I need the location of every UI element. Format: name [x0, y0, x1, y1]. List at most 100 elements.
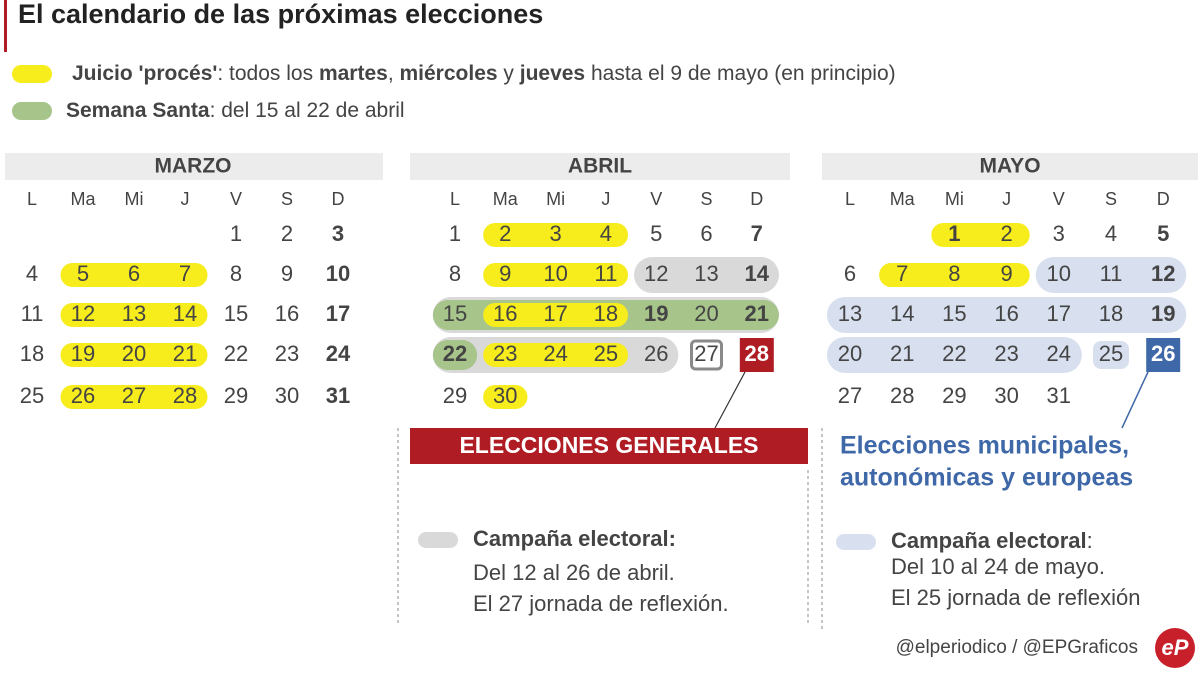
juicio-band [60, 303, 208, 327]
day-number: 1 [449, 221, 461, 246]
day-number: 3 [1053, 221, 1065, 246]
weekday: Mi [945, 189, 964, 209]
day-number: 24 [326, 341, 351, 366]
note-swatch [418, 532, 458, 548]
month-header-bg [5, 153, 383, 180]
day-number: 19 [644, 301, 668, 326]
day-number: 25 [1099, 341, 1123, 366]
title: El calendario de las próximas elecciones [18, 0, 543, 29]
juicio-band [60, 343, 208, 367]
text-part: : [1087, 528, 1093, 553]
juicio-band [879, 263, 1030, 287]
day-number: 29 [224, 383, 248, 408]
day-number: 30 [994, 383, 1018, 408]
text-part: , [388, 62, 400, 85]
day-number: 15 [942, 301, 966, 326]
day-number: 31 [326, 383, 350, 408]
month-name: MAYO [979, 155, 1040, 178]
day-number: 5 [77, 261, 89, 286]
day-number: 6 [700, 221, 712, 246]
day-number: 23 [994, 341, 1018, 366]
juicio-band [483, 343, 629, 367]
legend-swatch [12, 65, 52, 83]
weekday: J [1002, 189, 1011, 209]
day-number: 16 [493, 301, 517, 326]
day-number: 17 [1047, 301, 1071, 326]
juicio-band [931, 223, 1030, 247]
day-number: 30 [493, 383, 517, 408]
election-label: autonómicas y europeas [840, 464, 1133, 492]
day-number: 22 [224, 341, 248, 366]
day-number: 15 [224, 301, 248, 326]
note-title: Campaña electoral: [473, 526, 676, 551]
campaign-band [826, 297, 1187, 333]
day-number: 3 [549, 221, 561, 246]
day-number: 20 [122, 341, 146, 366]
logo: eP [1162, 635, 1189, 660]
day-number: 19 [1151, 301, 1175, 326]
legend-text: Juicio 'procés': todos los martes, miérc… [72, 62, 896, 85]
day-number: 2 [1000, 221, 1012, 246]
reflection-day-box [1093, 341, 1129, 369]
day-number: 21 [745, 301, 769, 326]
month-name: MARZO [155, 155, 232, 178]
day-number: 10 [326, 261, 350, 286]
juicio-band [60, 263, 208, 287]
text-part: miércoles [400, 62, 498, 85]
day-number: 28 [173, 383, 197, 408]
text-part: Juicio 'procés' [72, 62, 217, 85]
day-number: 14 [745, 261, 770, 286]
weekday: J [601, 189, 610, 209]
day-number: 17 [543, 301, 567, 326]
day-number: 25 [20, 383, 44, 408]
month-name: ABRIL [568, 155, 632, 178]
day-number: 16 [275, 301, 299, 326]
day-number: 3 [332, 221, 344, 246]
day-number: 22 [443, 341, 467, 366]
day-number: 25 [594, 341, 618, 366]
weekday: V [650, 189, 662, 209]
day-number: 18 [594, 301, 618, 326]
day-number: 15 [443, 301, 467, 326]
election-label: ELECCIONES GENERALES [459, 432, 758, 458]
note-line: El 27 jornada de reflexión. [473, 591, 729, 616]
text-part: Campaña electoral: [473, 526, 676, 551]
juicio-band [483, 303, 629, 327]
day-number: 4 [600, 221, 612, 246]
election-label: Elecciones municipales, [840, 432, 1129, 460]
day-number: 16 [994, 301, 1018, 326]
day-number: 1 [230, 221, 242, 246]
note-line: El 25 jornada de reflexión [891, 585, 1141, 610]
weekday: S [1105, 189, 1117, 209]
weekday: Ma [493, 189, 519, 209]
weekday: V [1053, 189, 1065, 209]
day-number: 30 [275, 383, 299, 408]
weekday: D [750, 189, 763, 209]
reflection-day-box [690, 339, 723, 371]
weekday: V [230, 189, 242, 209]
day-number: 1 [948, 221, 960, 246]
text-part: Campaña electoral [891, 528, 1087, 553]
campaign-band [634, 257, 779, 293]
note-swatch [836, 534, 876, 550]
day-number: 11 [21, 301, 44, 326]
text-part: martes [319, 62, 388, 85]
day-number: 27 [122, 383, 146, 408]
juicio-band [60, 385, 208, 409]
day-number: 20 [694, 301, 718, 326]
month-header-bg [822, 153, 1198, 180]
weekday: Ma [890, 189, 916, 209]
day-number: 9 [1000, 261, 1012, 286]
day-number: 4 [1105, 221, 1117, 246]
note-title: Campaña electoral: [891, 528, 1093, 553]
logo-circle [1155, 628, 1195, 668]
day-number: 12 [644, 261, 668, 286]
day-number: 6 [844, 261, 856, 286]
weekday: J [181, 189, 190, 209]
day-number: 11 [1100, 261, 1123, 286]
day-number: 14 [173, 301, 197, 326]
day-number: 18 [1099, 301, 1123, 326]
note-line: Del 12 al 26 de abril. [473, 560, 675, 585]
day-number: 8 [948, 261, 960, 286]
